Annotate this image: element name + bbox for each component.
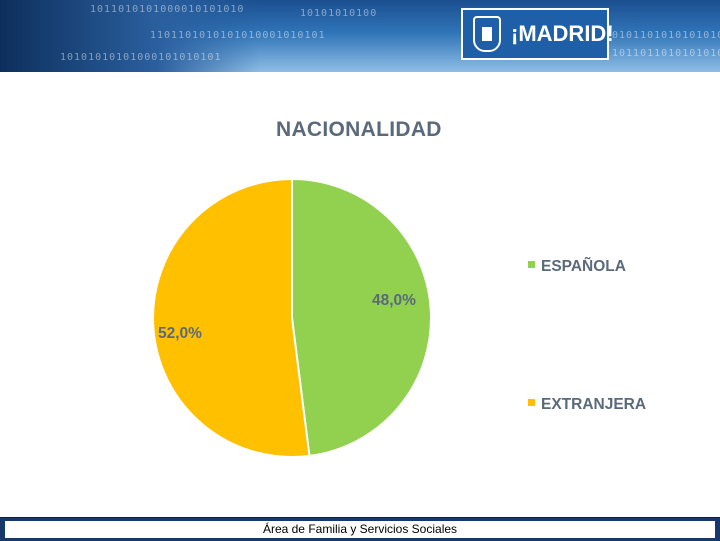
- pie-slice-espaola: [291, 177, 432, 458]
- legend-label-espanola: ESPAÑOLA: [541, 258, 626, 275]
- madrid-logo-text: ¡MADRID!: [511, 21, 614, 46]
- madrid-logo[interactable]: ¡MADRID!: [461, 8, 614, 60]
- city-skyline-image: [0, 0, 260, 72]
- pie-slice-extranjera: [152, 177, 311, 458]
- binary-decoration: 0101101010101010: [612, 30, 720, 41]
- binary-decoration: 1101101010101010001010101: [150, 30, 326, 41]
- header-banner: 1011010101000010101010 11011010101010100…: [0, 0, 720, 72]
- binary-decoration: 10101010101000101010101: [60, 52, 222, 63]
- binary-decoration: 1011011010101010: [612, 48, 720, 59]
- legend-item-espanola: ESPAÑOLA: [528, 258, 626, 276]
- binary-decoration: 1011010101000010101010: [90, 4, 245, 15]
- chart-title: NACIONALIDAD: [276, 118, 442, 141]
- legend-item-extranjera: EXTRANJERA: [528, 396, 646, 414]
- legend-label-extranjera: EXTRANJERA: [541, 396, 647, 413]
- pie-data-label: 48,0%: [372, 292, 416, 309]
- footer-text: Área de Familia y Servicios Sociales: [4, 520, 716, 539]
- pie-data-label: 52,0%: [158, 325, 202, 342]
- legend-swatch-extranjera: [528, 399, 535, 407]
- binary-decoration: 10101010100: [300, 8, 378, 19]
- footer-bar: Área de Familia y Servicios Sociales: [0, 517, 720, 541]
- legend-swatch-espanola: [528, 261, 535, 269]
- madrid-crest-icon: [473, 16, 501, 52]
